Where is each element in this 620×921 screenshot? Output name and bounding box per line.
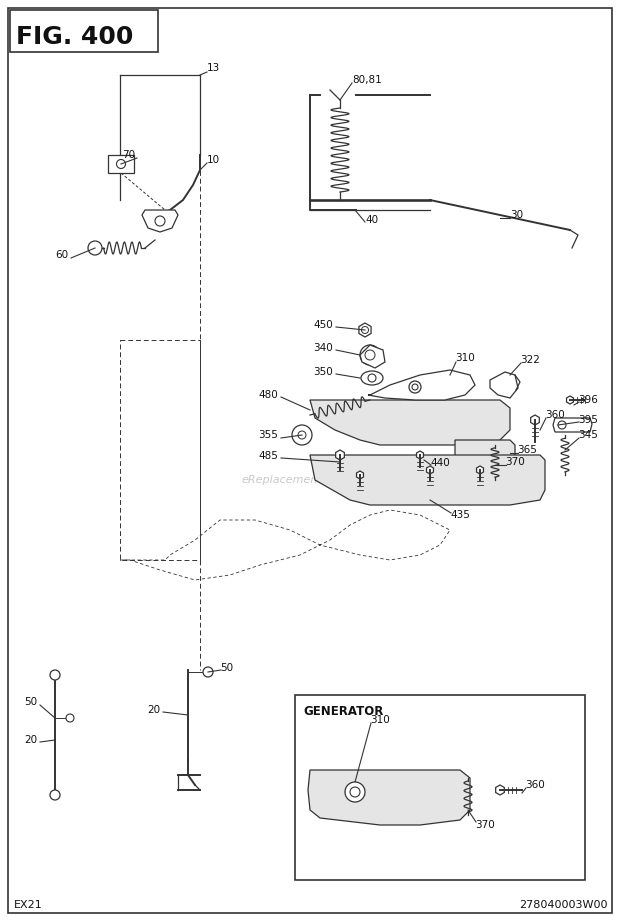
Text: 80,81: 80,81 xyxy=(352,75,382,85)
Circle shape xyxy=(88,241,102,255)
Polygon shape xyxy=(455,440,515,465)
Polygon shape xyxy=(531,415,539,425)
Circle shape xyxy=(66,714,74,722)
Text: 435: 435 xyxy=(450,510,470,520)
Text: 350: 350 xyxy=(313,367,333,377)
Polygon shape xyxy=(567,396,574,404)
Text: 370: 370 xyxy=(475,820,495,830)
Polygon shape xyxy=(477,466,484,474)
Text: 30: 30 xyxy=(510,210,523,220)
Circle shape xyxy=(292,425,312,445)
Polygon shape xyxy=(427,466,433,474)
Polygon shape xyxy=(360,345,385,368)
Text: 370: 370 xyxy=(505,457,525,467)
Text: 40: 40 xyxy=(365,215,378,225)
Text: 396: 396 xyxy=(578,395,598,405)
Polygon shape xyxy=(495,785,504,795)
Text: 360: 360 xyxy=(545,410,565,420)
Polygon shape xyxy=(310,400,510,445)
Polygon shape xyxy=(553,418,592,432)
Circle shape xyxy=(409,381,421,393)
Ellipse shape xyxy=(361,371,383,385)
Text: 395: 395 xyxy=(578,415,598,425)
Text: EX21: EX21 xyxy=(14,900,43,910)
Text: 310: 310 xyxy=(455,353,475,363)
Polygon shape xyxy=(356,471,363,479)
Text: 310: 310 xyxy=(370,715,390,725)
Circle shape xyxy=(345,782,365,802)
Text: 360: 360 xyxy=(525,780,545,790)
Polygon shape xyxy=(490,372,518,398)
Bar xyxy=(295,695,585,880)
Text: 50: 50 xyxy=(24,697,37,707)
Text: 60: 60 xyxy=(55,250,68,260)
Text: 485: 485 xyxy=(258,451,278,461)
Text: 50: 50 xyxy=(220,663,233,673)
Text: 355: 355 xyxy=(258,430,278,440)
Circle shape xyxy=(203,667,213,677)
Bar xyxy=(108,155,134,173)
Polygon shape xyxy=(310,455,545,505)
Text: 13: 13 xyxy=(207,63,220,73)
Circle shape xyxy=(50,670,60,680)
Text: 20: 20 xyxy=(24,735,37,745)
Text: 340: 340 xyxy=(313,343,333,353)
Text: eReplacementParts.com: eReplacementParts.com xyxy=(242,475,378,485)
Text: 278040003W00: 278040003W00 xyxy=(520,900,608,910)
Polygon shape xyxy=(335,450,344,460)
Polygon shape xyxy=(417,451,423,459)
Circle shape xyxy=(50,790,60,800)
Text: 322: 322 xyxy=(520,355,540,365)
Text: GENERATOR: GENERATOR xyxy=(303,705,383,717)
Text: 365: 365 xyxy=(517,445,537,455)
Polygon shape xyxy=(142,210,178,232)
Polygon shape xyxy=(308,770,470,825)
Text: FIG. 400: FIG. 400 xyxy=(16,25,133,49)
Bar xyxy=(10,10,158,52)
Polygon shape xyxy=(368,370,475,400)
Text: 450: 450 xyxy=(313,320,333,330)
Text: 440: 440 xyxy=(430,458,450,468)
Text: 480: 480 xyxy=(259,390,278,400)
Text: 20: 20 xyxy=(147,705,160,715)
Circle shape xyxy=(360,345,380,365)
Text: 70: 70 xyxy=(122,150,135,160)
Text: 10: 10 xyxy=(207,155,220,165)
Polygon shape xyxy=(359,323,371,337)
Text: 345: 345 xyxy=(578,430,598,440)
